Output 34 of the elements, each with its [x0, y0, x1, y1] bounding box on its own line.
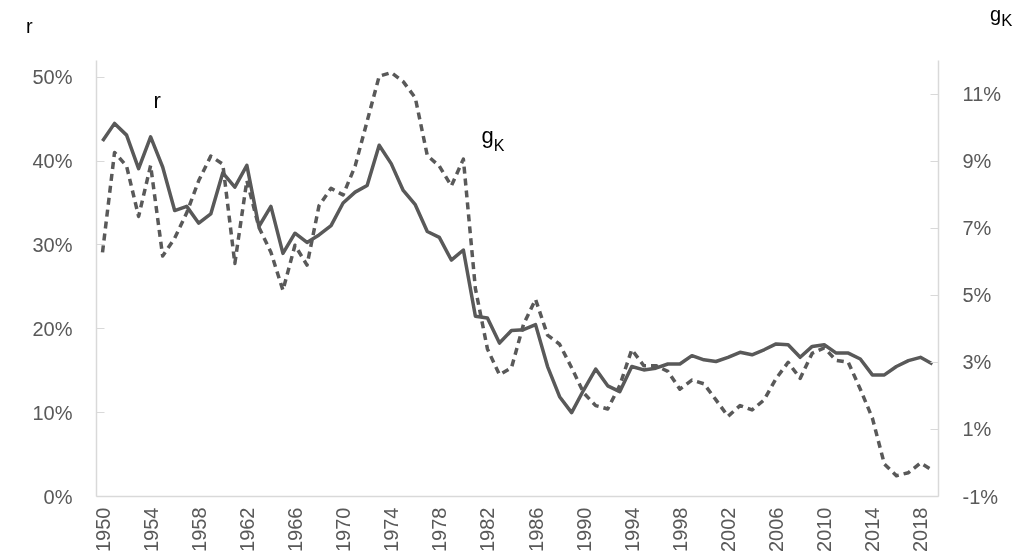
series-label: r — [153, 87, 161, 113]
y-tick-label: 10% — [32, 401, 73, 424]
x-tick-label: 1970 — [332, 507, 355, 552]
x-tick-label: 1986 — [524, 507, 547, 552]
y-tick-label: 30% — [32, 233, 73, 256]
y2-tick-label: 7% — [962, 217, 992, 240]
x-tick-label: 2018 — [909, 507, 932, 552]
y2-tick-label: 1% — [962, 418, 992, 441]
y2-tick-label: 9% — [962, 150, 992, 173]
y2-tick-label: 3% — [962, 351, 992, 374]
x-tick-label: 1958 — [187, 507, 210, 552]
x-tick-label: 1994 — [620, 507, 643, 552]
x-tick-label: 1978 — [428, 507, 451, 552]
y-tick-label: 40% — [32, 150, 73, 173]
x-tick-label: 1982 — [476, 507, 499, 552]
y-tick-label: 20% — [32, 317, 73, 340]
x-tick-label: 1962 — [235, 507, 258, 552]
x-tick-label: 2014 — [861, 507, 884, 552]
x-tick-label: 1950 — [91, 507, 114, 552]
y2-tick-label: 11% — [962, 83, 1002, 106]
x-tick-label: 1954 — [139, 507, 162, 552]
y2-axis-title: g$_{K}$ — [990, 2, 1013, 32]
y-axis-title: r — [26, 14, 33, 39]
x-tick-label: 1974 — [380, 507, 403, 552]
y-tick-label: 50% — [32, 66, 73, 89]
x-tick-label: 2010 — [813, 507, 836, 552]
y-tick-label: 0% — [43, 485, 73, 508]
x-tick-label: 1998 — [668, 507, 691, 552]
x-tick-label: 2002 — [717, 507, 739, 552]
x-tick-label: 1966 — [283, 507, 306, 552]
y2-tick-label: 5% — [962, 284, 992, 307]
y2-tick-label: -1% — [962, 485, 999, 508]
x-tick-label: 2006 — [765, 507, 788, 552]
x-tick-label: 1990 — [572, 507, 595, 552]
